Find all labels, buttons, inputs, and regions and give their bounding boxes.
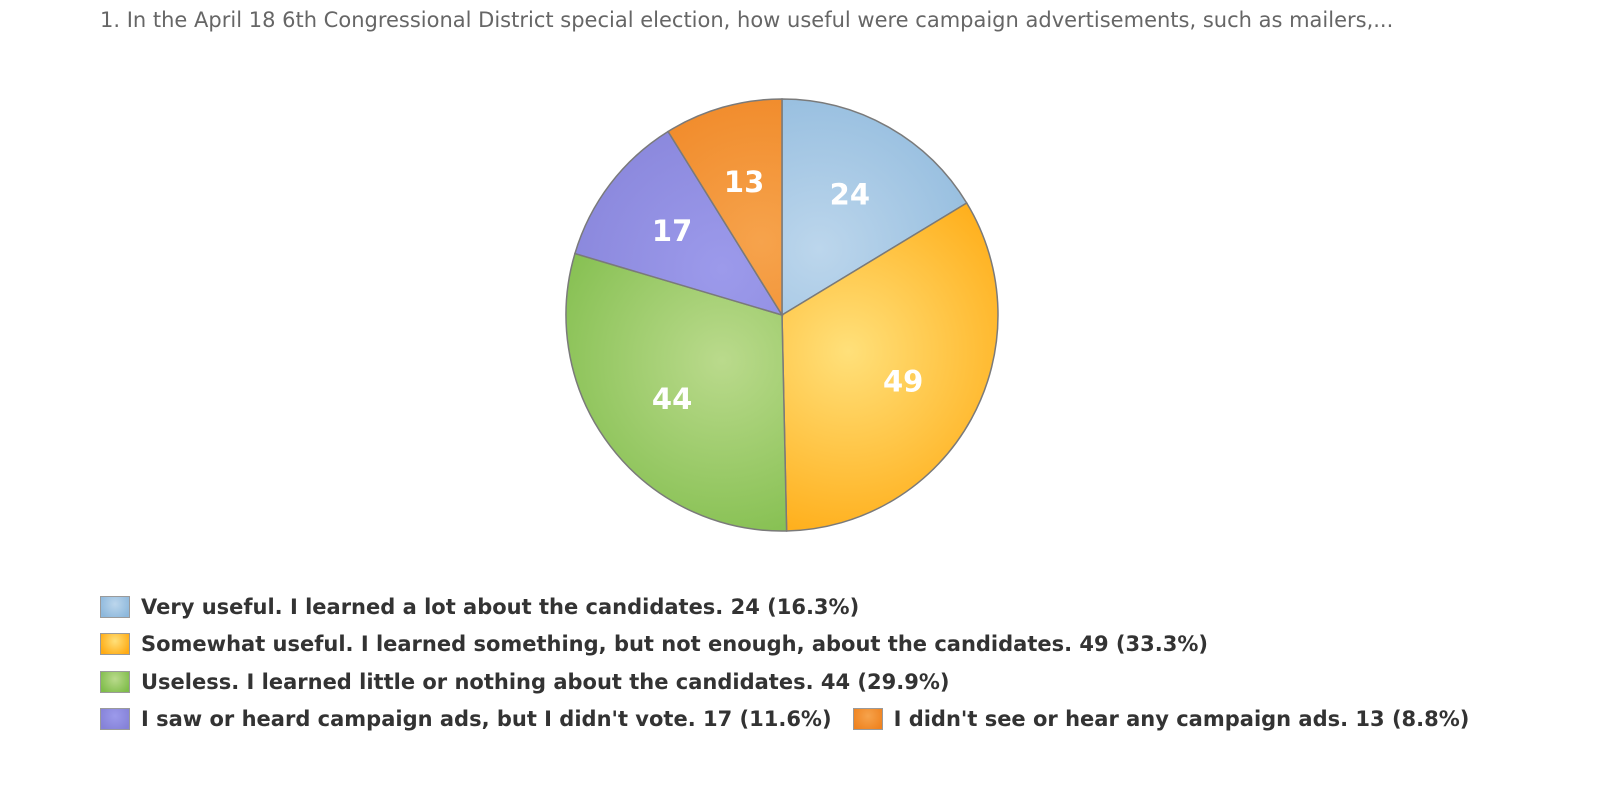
legend-swatch	[100, 595, 130, 618]
legend-swatch	[852, 708, 883, 731]
legend-label: I didn't see or hear any campaign ads. 1…	[893, 707, 1470, 732]
legend-label: Somewhat useful. I learned something, bu…	[141, 632, 1208, 657]
legend-swatch	[100, 670, 130, 693]
legend-item[interactable]: I didn't see or hear any campaign ads. 1…	[852, 707, 1470, 732]
slice-value-label: 49	[883, 365, 923, 399]
pie-slice[interactable]	[667, 98, 783, 318]
legend-item[interactable]: Very useful. I learned a lot about the c…	[100, 595, 859, 619]
pie-slice[interactable]	[781, 201, 999, 532]
legend-row: Very useful. I learned a lot about the c…	[100, 588, 1560, 626]
pie-slice[interactable]	[781, 98, 968, 317]
slice-value-label: 17	[652, 214, 692, 248]
legend-row: Somewhat useful. I learned something, bu…	[100, 626, 1560, 664]
legend-item[interactable]: Useless. I learned little or nothing abo…	[100, 670, 949, 694]
legend-row: I saw or heard campaign ads, but I didn'…	[100, 701, 1560, 739]
legend-swatch	[100, 633, 130, 656]
chart-title: 1. In the April 18 6th Congressional Dis…	[100, 8, 1394, 32]
legend-item[interactable]: I saw or heard campaign ads, but I didn'…	[100, 707, 832, 731]
pie-slice[interactable]	[565, 252, 788, 532]
slice-value-label: 44	[652, 382, 692, 416]
pie-slice[interactable]	[573, 130, 784, 317]
slice-value-label: 24	[830, 178, 870, 212]
chart-legend: Very useful. I learned a lot about the c…	[100, 588, 1560, 738]
legend-swatch	[100, 708, 130, 731]
legend-item[interactable]: Somewhat useful. I learned something, bu…	[100, 632, 1208, 656]
legend-label: Useless. I learned little or nothing abo…	[141, 669, 950, 694]
legend-label: I saw or heard campaign ads, but I didn'…	[141, 707, 832, 732]
legend-label: Very useful. I learned a lot about the c…	[141, 594, 860, 619]
slice-value-label: 13	[724, 165, 764, 199]
legend-row: Useless. I learned little or nothing abo…	[100, 663, 1560, 701]
